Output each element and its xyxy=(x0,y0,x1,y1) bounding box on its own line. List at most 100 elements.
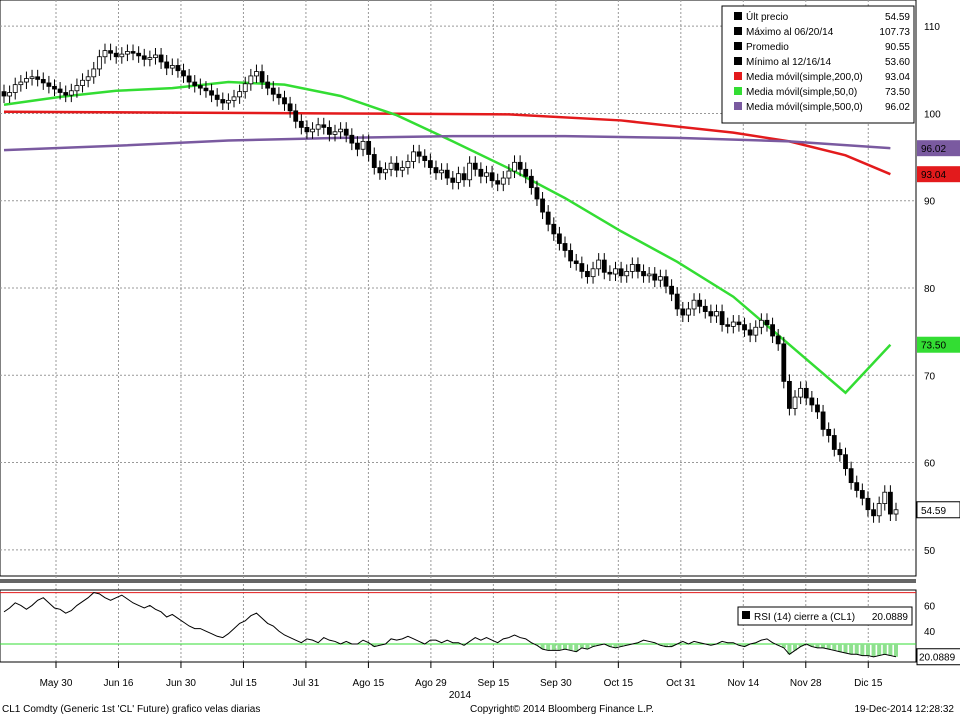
candle-body xyxy=(719,311,725,326)
candle-body xyxy=(714,311,719,317)
candle-body xyxy=(674,293,680,310)
x-tick-label: Jun 30 xyxy=(166,678,196,689)
candlestick-series xyxy=(1,43,899,523)
ma-line xyxy=(3,80,892,395)
price-tag-label: 96.02 xyxy=(921,144,946,155)
candle-body xyxy=(809,397,815,406)
candle-body xyxy=(254,71,259,77)
candle-body xyxy=(293,110,299,122)
candle-body xyxy=(147,57,153,60)
candle-body xyxy=(641,271,646,277)
candle-body xyxy=(80,79,85,86)
legend-value: 90.55 xyxy=(885,42,910,53)
candle-body xyxy=(169,65,175,69)
y-tick-label: 80 xyxy=(924,284,936,295)
candle-body xyxy=(186,75,192,83)
candle-body xyxy=(736,321,742,326)
candle-body xyxy=(427,160,433,168)
candle-body xyxy=(500,177,506,185)
candle-body xyxy=(691,299,697,310)
candle-body xyxy=(141,55,147,60)
candle-body xyxy=(781,343,787,382)
x-year-label: 2014 xyxy=(449,690,472,701)
candle-body xyxy=(876,503,882,517)
x-tick-label: Jul 31 xyxy=(293,678,320,689)
candle-body xyxy=(102,50,108,58)
candle-body xyxy=(192,81,198,86)
candle-body xyxy=(220,99,226,104)
x-tick-label: Sep 30 xyxy=(540,678,572,689)
ma-line xyxy=(3,110,891,176)
candle-body xyxy=(119,53,125,58)
candle-body xyxy=(753,326,759,336)
rsi-legend-box xyxy=(737,606,913,626)
legend-swatch xyxy=(734,12,742,20)
candle-body xyxy=(326,127,332,135)
candle-body xyxy=(248,75,254,85)
candle-body xyxy=(338,128,344,133)
candle-body xyxy=(770,324,775,337)
candle-body xyxy=(607,271,613,275)
x-tick-label: Dic 15 xyxy=(854,678,883,689)
candle-body xyxy=(7,92,13,97)
candle-body xyxy=(332,131,338,135)
candle-body xyxy=(865,497,871,511)
candle-body xyxy=(686,308,691,316)
candle-body xyxy=(764,319,770,326)
candle-body xyxy=(209,90,214,96)
candle-body xyxy=(803,387,809,399)
candle-body xyxy=(568,250,574,262)
candle-body xyxy=(545,211,551,225)
candle-body xyxy=(506,170,512,179)
candle-body xyxy=(613,268,618,275)
x-tick-label: Nov 14 xyxy=(727,678,759,689)
candle-body xyxy=(484,172,489,177)
legend-value: 73.50 xyxy=(885,87,910,98)
main-panel-frame xyxy=(0,0,917,577)
legend-label: Media móvil(simple,50,0) xyxy=(746,87,857,98)
candle-body xyxy=(63,92,69,96)
candle-body xyxy=(29,76,35,79)
x-tick-label: Ago 29 xyxy=(415,678,447,689)
candle-body xyxy=(85,76,91,81)
candle-body xyxy=(725,324,731,327)
candle-body xyxy=(540,198,545,213)
candle-body xyxy=(629,264,635,272)
candle-body xyxy=(820,411,826,430)
candle-body xyxy=(854,482,860,491)
candle-body xyxy=(203,87,209,92)
candle-body xyxy=(282,97,287,105)
candle-body xyxy=(181,70,186,77)
candle-body xyxy=(343,128,349,136)
candle-body xyxy=(467,162,473,181)
candle-body xyxy=(551,223,557,235)
candle-body xyxy=(882,491,888,504)
legend-swatch xyxy=(734,57,742,65)
candle-body xyxy=(747,329,753,336)
x-tick-label: Ago 15 xyxy=(353,678,385,689)
candle-body xyxy=(270,87,276,95)
legend-box xyxy=(721,5,915,124)
grid-lines xyxy=(0,0,917,663)
y-tick-label: 50 xyxy=(924,546,936,557)
candle-body xyxy=(528,175,534,189)
candle-body xyxy=(893,509,899,515)
candle-body xyxy=(175,65,181,72)
candle-body xyxy=(478,168,484,177)
candle-body xyxy=(287,103,293,112)
candle-body xyxy=(708,311,714,317)
legend-label: Promedio xyxy=(746,42,789,53)
main-legend[interactable]: Últ precio 54.59 Máximo al 06/20/14 107.73 P… xyxy=(721,5,915,124)
ma-line xyxy=(3,134,891,152)
candle-body xyxy=(837,449,843,456)
candle-body xyxy=(775,335,781,345)
candle-body xyxy=(35,76,41,80)
candle-body xyxy=(618,268,624,277)
rsi-legend[interactable]: RSI (14) cierre a (CL1) 20.0889 xyxy=(737,606,913,626)
candle-body xyxy=(125,51,130,55)
candle-body xyxy=(512,161,517,172)
candle-body xyxy=(399,167,405,171)
candle-body xyxy=(242,83,248,93)
candle-body xyxy=(422,155,428,161)
candle-body xyxy=(405,161,411,168)
